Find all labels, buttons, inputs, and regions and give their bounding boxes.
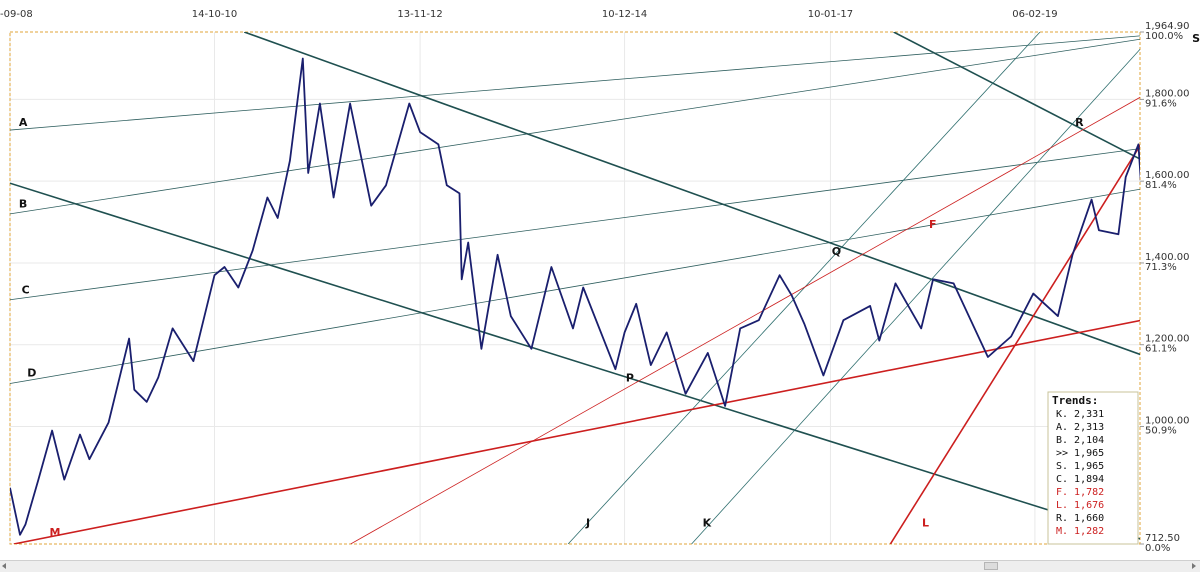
trendline-label-f: F bbox=[929, 218, 937, 231]
trends-box-row: K. 2,331 bbox=[1056, 409, 1104, 420]
trendline-label-q: Q bbox=[832, 245, 841, 258]
trends-box-row: L. 1,676 bbox=[1056, 500, 1104, 511]
price-chart: A B C D M J K P Q F L R S 17-09-08 14-10-10 13-11-12 10… bbox=[0, 0, 1200, 560]
y-tick-percent: 50.9% bbox=[1145, 425, 1177, 436]
trendline-label-l: L bbox=[922, 517, 929, 530]
y-tick-label: 1,000.00 bbox=[1145, 415, 1190, 426]
scroll-thumb[interactable] bbox=[984, 562, 998, 570]
y-tick-percent: 81.4% bbox=[1145, 180, 1177, 191]
x-tick-label: 06-02-19 bbox=[1012, 9, 1057, 20]
trends-box-frame bbox=[1047, 391, 1139, 545]
plot-area-border bbox=[9, 31, 1141, 545]
trendline-f bbox=[350, 96, 1140, 544]
trends-box: Trends: K. 2,331 A. 2,313 B. 2,104 >> 1,965 S… bbox=[1047, 391, 1139, 545]
y-tick-percent: 71.3% bbox=[1145, 262, 1177, 273]
trendline-b bbox=[10, 38, 1140, 215]
trendline-c bbox=[10, 148, 1140, 301]
axis-layer: 17-09-08 14-10-10 13-11-12 10-12-14 10-01-17… bbox=[0, 9, 1190, 554]
line-label-layer: A B C D M J K P Q F L R S bbox=[19, 32, 1200, 539]
x-tick-label: 14-10-10 bbox=[192, 9, 237, 20]
horizontal-scrollbar[interactable] bbox=[0, 560, 1200, 572]
trendline-label-j: J bbox=[585, 517, 590, 530]
y-tick-percent: 61.1% bbox=[1145, 344, 1177, 355]
y-tick-label: 1,400.00 bbox=[1145, 252, 1190, 263]
trendline-label-a: A bbox=[19, 116, 28, 129]
chart-background bbox=[0, 0, 1200, 560]
trendline-label-p: P bbox=[626, 371, 634, 384]
trendline-label-s: S bbox=[1192, 32, 1200, 45]
trends-box-title: Trends: bbox=[1052, 394, 1098, 407]
trendline-label-c: C bbox=[22, 284, 30, 297]
trends-box-row: S. 1,965 bbox=[1056, 461, 1104, 472]
y-tick-percent: 0.0% bbox=[1145, 543, 1170, 554]
trends-box-row: >> 1,965 bbox=[1056, 448, 1104, 459]
trends-box-row: F. 1,782 bbox=[1056, 487, 1104, 498]
trends-box-row: M. 1,282 bbox=[1056, 526, 1104, 537]
trends-box-row: A. 2,313 bbox=[1056, 422, 1104, 433]
grid-layer bbox=[9, 32, 1140, 544]
y-tick-label: 1,200.00 bbox=[1145, 334, 1190, 345]
price-series-line bbox=[10, 57, 1140, 536]
y-tick-percent: 100.0% bbox=[1145, 31, 1183, 42]
trendline-label-k: K bbox=[703, 517, 712, 530]
trends-box-row: C. 1,894 bbox=[1056, 474, 1104, 485]
y-tick-label: 1,800.00 bbox=[1145, 88, 1190, 99]
trendline-a bbox=[10, 35, 1140, 131]
trends-box-row: R. 1,660 bbox=[1056, 513, 1104, 524]
scroll-left-arrow-icon[interactable] bbox=[2, 563, 6, 569]
trendline-label-d: D bbox=[27, 367, 36, 380]
trendline-layer bbox=[10, 32, 1140, 544]
y-tick-label: 1,600.00 bbox=[1145, 170, 1190, 181]
x-tick-label: 10-01-17 bbox=[808, 9, 853, 20]
trendline-r bbox=[893, 32, 1140, 160]
y-tick-percent: 91.6% bbox=[1145, 98, 1177, 109]
trendline-label-m: M bbox=[49, 526, 60, 539]
trendline-d bbox=[10, 188, 1140, 384]
trends-box-row: B. 2,104 bbox=[1056, 435, 1104, 446]
trendline-q bbox=[243, 32, 1140, 356]
trendline-m bbox=[13, 319, 1140, 544]
x-tick-label: 13-11-12 bbox=[397, 9, 442, 20]
trendline-p bbox=[10, 182, 1140, 540]
x-tick-label: 10-12-14 bbox=[602, 9, 647, 20]
trendline-l bbox=[889, 144, 1140, 544]
trendline-k bbox=[691, 48, 1140, 544]
x-tick-label: 17-09-08 bbox=[0, 9, 33, 20]
y-tick-label: 712.50 bbox=[1145, 533, 1180, 544]
trendline-label-b: B bbox=[19, 198, 27, 211]
y-tick-label: 1,964.90 bbox=[1145, 21, 1190, 32]
scroll-right-arrow-icon[interactable] bbox=[1192, 563, 1196, 569]
trendline-label-r: R bbox=[1075, 116, 1084, 129]
trendline-j bbox=[567, 32, 1041, 544]
price-series-layer bbox=[10, 57, 1140, 536]
